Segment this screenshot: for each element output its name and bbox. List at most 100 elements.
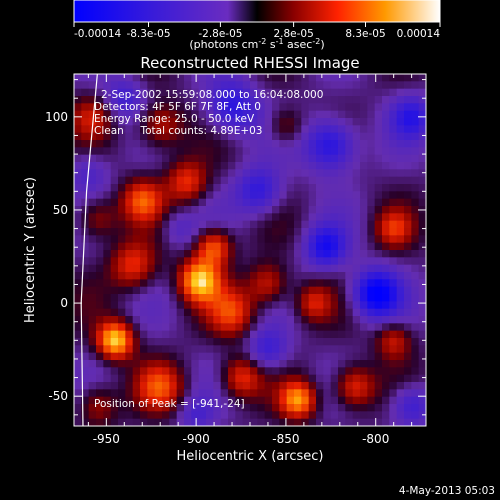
heatmap-pixel (169, 294, 178, 302)
heatmap-pixel (118, 374, 126, 383)
heatmap-pixel (213, 169, 222, 178)
heatmap-pixel (206, 88, 214, 97)
heatmap-pixel (103, 382, 112, 390)
heatmap-pixel (257, 389, 266, 398)
heatmap-pixel (176, 294, 185, 302)
heatmap-pixel (228, 235, 236, 244)
heatmap-pixel (352, 250, 361, 258)
heatmap-pixel (338, 404, 346, 412)
heatmap-pixel (191, 140, 200, 148)
heatmap-pixel (147, 411, 156, 420)
heatmap-pixel (264, 220, 273, 229)
heatmap-pixel (396, 367, 405, 376)
heatmap-pixel (418, 257, 426, 266)
heatmap-pixel (250, 330, 258, 339)
heatmap-pixel (382, 176, 390, 185)
heatmap-pixel (169, 418, 178, 426)
heatmap-pixel (308, 279, 317, 288)
heatmap-pixel (257, 125, 266, 134)
heatmap-pixel (294, 110, 302, 119)
colorbar-tick-label: -8.3e-05 (126, 28, 170, 40)
heatmap-pixel (88, 323, 97, 332)
heatmap-pixel (338, 389, 346, 398)
heatmap-pixel (140, 154, 148, 163)
heatmap-pixel (264, 330, 273, 339)
heatmap-pixel (250, 308, 258, 317)
heatmap-pixel (88, 132, 97, 141)
heatmap-pixel (294, 132, 302, 141)
heatmap-pixel (396, 294, 405, 302)
heatmap-pixel (220, 154, 229, 163)
heatmap-pixel (88, 286, 97, 295)
heatmap-pixel (198, 352, 207, 361)
heatmap-pixel (338, 191, 346, 200)
heatmap-pixel (272, 338, 280, 346)
heatmap-pixel (103, 125, 112, 134)
heatmap-pixel (220, 404, 229, 412)
heatmap-pixel (389, 382, 398, 390)
heatmap-pixel (367, 308, 376, 317)
heatmap-pixel (147, 404, 156, 412)
heatmap-pixel (147, 74, 156, 82)
heatmap-pixel (308, 374, 317, 383)
heatmap-pixel (411, 213, 420, 222)
heatmap-pixel (286, 250, 295, 258)
x-tick-label: -900 (183, 432, 210, 446)
heatmap-pixel (338, 147, 346, 156)
heatmap-pixel (154, 220, 163, 229)
heatmap-pixel (154, 301, 163, 310)
heatmap-pixel (367, 220, 376, 229)
heatmap-pixel (132, 345, 141, 354)
heatmap-pixel (154, 96, 163, 104)
heatmap-pixel (257, 147, 266, 156)
heatmap-pixel (176, 345, 185, 354)
heatmap-pixel (352, 257, 361, 266)
heatmap-pixel (176, 301, 185, 310)
y-axis-label: Heliocentric Y (arcsec) (23, 177, 38, 323)
heatmap-pixel (169, 404, 178, 412)
heatmap-pixel (125, 184, 134, 192)
heatmap-pixel (118, 176, 126, 185)
heatmap-pixel (162, 418, 170, 426)
heatmap-pixel (96, 81, 104, 90)
heatmap-pixel (316, 367, 324, 376)
heatmap-pixel (360, 213, 368, 222)
heatmap-pixel (140, 272, 148, 280)
heatmap-pixel (191, 213, 200, 222)
heatmap-pixel (81, 228, 90, 236)
heatmap-pixel (308, 345, 317, 354)
heatmap-pixel (74, 220, 82, 229)
heatmap-pixel (272, 367, 280, 376)
heatmap-pixel (103, 264, 112, 273)
heatmap-pixel (96, 154, 104, 163)
heatmap-pixel (154, 396, 163, 405)
heatmap-pixel (264, 228, 273, 236)
heatmap-pixel (242, 338, 251, 346)
heatmap-pixel (154, 404, 163, 412)
heatmap-pixel (125, 88, 134, 97)
heatmap-pixel (294, 389, 302, 398)
heatmap-pixel (411, 367, 420, 376)
heatmap-pixel (389, 352, 398, 361)
heatmap-pixel (374, 191, 383, 200)
heatmap-pixel (411, 147, 420, 156)
heatmap-pixel (382, 235, 390, 244)
heatmap-pixel (279, 184, 288, 192)
heatmap-pixel (206, 360, 214, 368)
heatmap-pixel (96, 169, 104, 178)
heatmap-pixel (279, 191, 288, 200)
heatmap-pixel (81, 367, 90, 376)
heatmap-pixel (308, 206, 317, 214)
heatmap-pixel (162, 345, 170, 354)
heatmap-pixel (220, 103, 229, 112)
heatmap-pixel (396, 323, 405, 332)
heatmap-pixel (374, 81, 383, 90)
heatmap-pixel (184, 140, 192, 148)
heatmap-pixel (272, 301, 280, 310)
heatmap-pixel (191, 242, 200, 251)
heatmap-pixel (110, 286, 119, 295)
heatmap-pixel (125, 294, 134, 302)
heatmap-pixel (418, 125, 426, 134)
heatmap-pixel (316, 147, 324, 156)
heatmap-pixel (367, 286, 376, 295)
